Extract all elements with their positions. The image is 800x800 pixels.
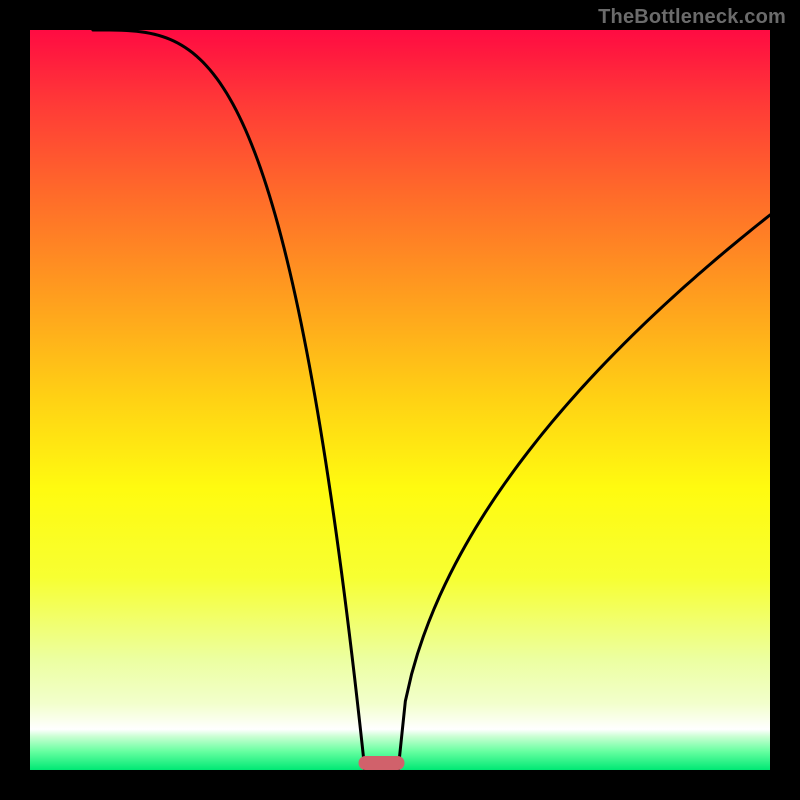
chart-container: TheBottleneck.com (0, 0, 800, 800)
bottleneck-chart (0, 0, 800, 800)
trough-marker (359, 756, 405, 770)
watermark-text: TheBottleneck.com (598, 6, 786, 29)
plot-area (30, 30, 770, 770)
